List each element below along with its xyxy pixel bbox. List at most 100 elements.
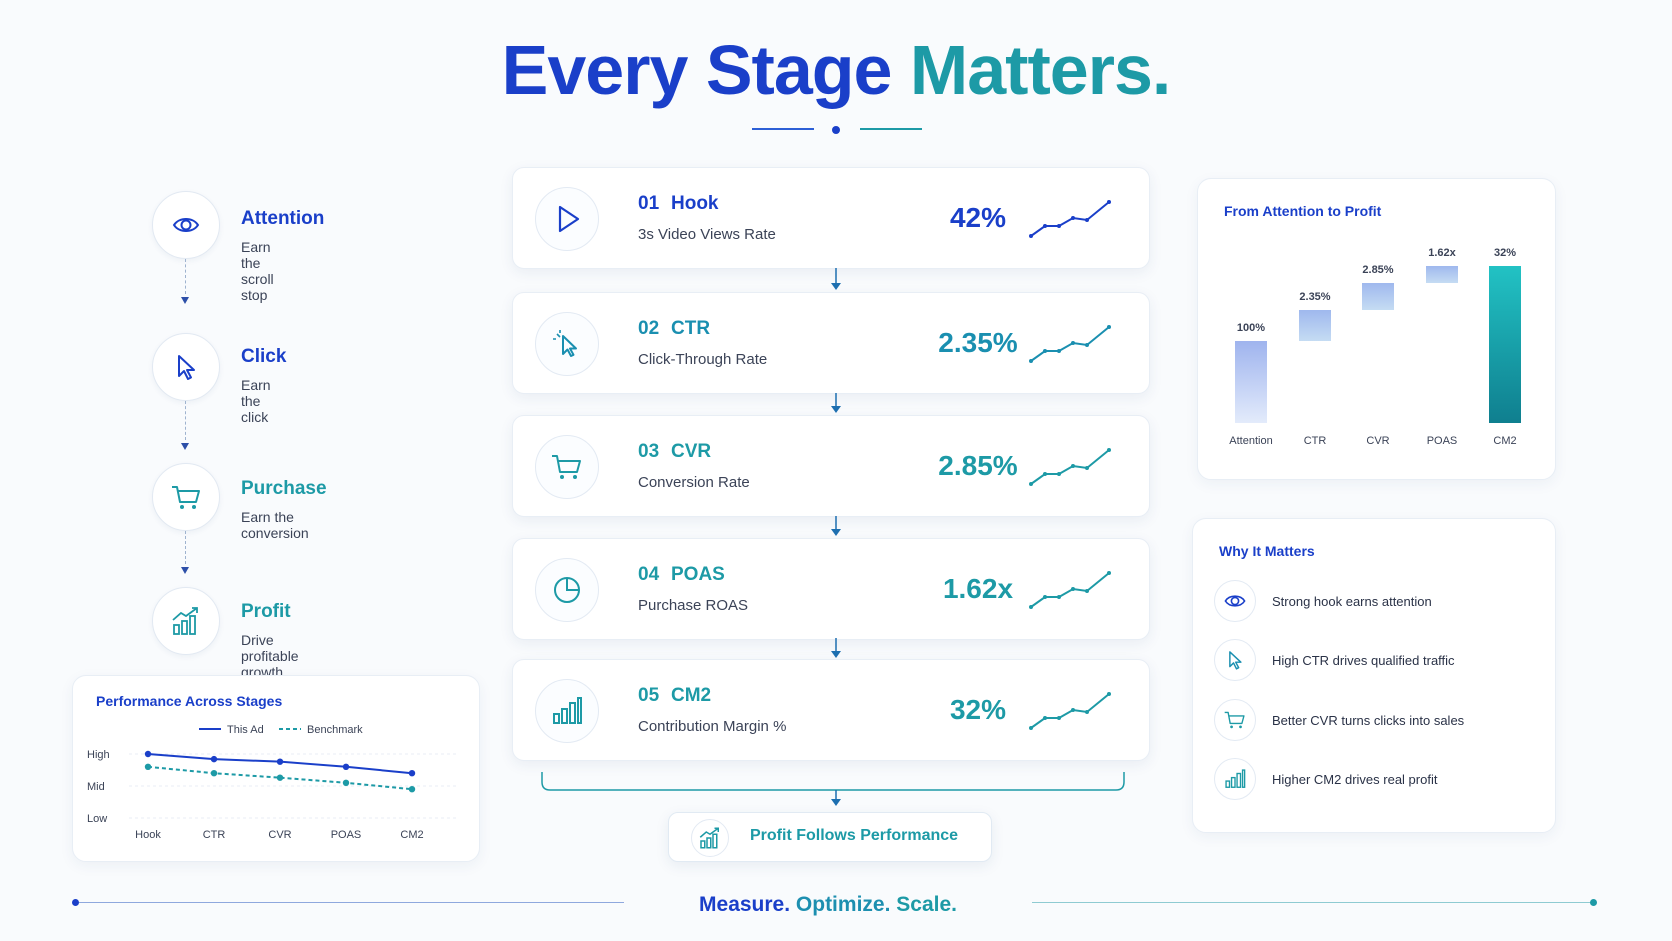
why-panel-title: Why It Matters xyxy=(1219,543,1315,559)
x-tick-label: CVR xyxy=(268,829,291,841)
bar-chart-icon xyxy=(553,697,582,724)
performance-grid xyxy=(129,753,458,819)
why-item-text: Higher CM2 drives real profit xyxy=(1272,771,1438,787)
sparkline-icon xyxy=(1029,448,1111,486)
stage-connector-arrow xyxy=(181,443,189,450)
metric-icon-wrap xyxy=(535,679,599,743)
title-divider-right xyxy=(860,128,922,130)
metric-name: CTR xyxy=(671,318,711,339)
cart-icon xyxy=(172,486,200,509)
metric-icon-wrap xyxy=(535,435,599,499)
cursor-click-icon xyxy=(553,330,577,357)
performance-legend: This Ad Benchmark xyxy=(199,724,363,736)
waterfall-bar xyxy=(1299,310,1331,341)
metric-name: CM2 xyxy=(671,685,712,706)
stage-attention-circle xyxy=(152,191,220,259)
waterfall-bar xyxy=(1489,266,1521,423)
metric-value: 1.62x xyxy=(942,573,1014,604)
why-item-text: High CTR drives qualified traffic xyxy=(1272,652,1455,668)
metric-subtitle: Click-Through Rate xyxy=(638,351,768,368)
bar-chart-icon xyxy=(1225,769,1246,788)
waterfall-data-label: 2.85% xyxy=(1362,264,1393,276)
metric-icon-wrap xyxy=(535,558,599,622)
flow-arrow xyxy=(831,638,841,658)
series-point xyxy=(408,786,416,793)
metric-card-ctr: 02 CTR Click-Through Rate 2.35% xyxy=(512,292,1150,394)
stage-click-circle xyxy=(152,333,220,401)
cursor-icon xyxy=(1229,651,1242,670)
x-tick-label: CTR xyxy=(203,829,226,841)
waterfall-bar xyxy=(1235,341,1267,423)
footer-line-right xyxy=(1032,902,1592,903)
why-icon-wrap xyxy=(1214,639,1256,681)
waterfall-category-label: Attention xyxy=(1229,435,1272,447)
waterfall-bars: 100% Attention 2.35% CTR 2.85% CVR 1.62x POAS 32… xyxy=(1229,247,1521,447)
footer-word-1: Measure. xyxy=(699,893,791,916)
waterfall-category-label: CVR xyxy=(1366,435,1389,447)
sparkline-icon xyxy=(1029,200,1111,238)
waterfall-chart: 100% Attention 2.35% CTR 2.85% CVR 1.62x POAS 32… xyxy=(1229,247,1521,447)
growth-chart-icon xyxy=(172,607,198,635)
y-tick-label: High xyxy=(87,749,110,761)
waterfall-panel: From Attention to Profit 100% Attention 2.… xyxy=(1197,178,1556,480)
waterfall-data-label: 32% xyxy=(1494,247,1516,259)
stage-subtitle: Earn the scroll stop xyxy=(241,239,274,303)
metric-number: 03 xyxy=(638,441,660,462)
eye-icon xyxy=(172,218,200,232)
cursor-icon xyxy=(178,355,195,380)
metric-subtitle: Contribution Margin % xyxy=(638,718,787,735)
waterfall-bar xyxy=(1426,266,1458,283)
footer-dot-left xyxy=(72,899,79,906)
cart-icon xyxy=(552,455,581,479)
stage-subtitle: Earn the click xyxy=(241,377,271,425)
waterfall-data-label: 100% xyxy=(1237,322,1265,334)
waterfall-category-label: CM2 xyxy=(1493,435,1516,447)
flow-arrow xyxy=(831,268,841,290)
metric-icon-wrap xyxy=(535,312,599,376)
stage-title: Attention xyxy=(241,208,325,229)
metric-number: 04 xyxy=(638,564,660,585)
flow-arrow xyxy=(831,393,841,413)
waterfall-panel-title: From Attention to Profit xyxy=(1224,203,1382,219)
series-point xyxy=(144,750,152,758)
series-point xyxy=(276,758,284,765)
profit-box-label: Profit Follows Performance xyxy=(750,827,959,844)
stage-title: Profit xyxy=(241,601,291,622)
metric-card-cvr: 03 CVR Conversion Rate 2.85% xyxy=(512,415,1150,517)
title-divider-left xyxy=(752,128,814,130)
pie-chart-icon xyxy=(554,577,580,603)
stage-connector xyxy=(185,401,186,440)
metric-name: CVR xyxy=(671,441,712,462)
series-point xyxy=(342,763,350,770)
stage-connector-arrow xyxy=(181,567,189,574)
title-part-2: Matters. xyxy=(909,31,1171,109)
title-part-1: Every Stage xyxy=(501,31,893,109)
performance-panel-title: Performance Across Stages xyxy=(96,693,283,709)
metric-number: 05 xyxy=(638,685,660,706)
summary-bracket xyxy=(541,772,1125,806)
metric-value: 2.85% xyxy=(938,450,1018,481)
why-icon-wrap xyxy=(1214,580,1256,622)
metric-value: 42% xyxy=(949,202,1007,233)
stage-subtitle: Earn the conversion xyxy=(241,509,309,541)
series-point xyxy=(210,770,218,777)
metric-number: 01 xyxy=(638,193,660,214)
footer-word-3: Scale. xyxy=(896,893,957,916)
y-tick-label: Mid xyxy=(87,781,105,793)
footer-line-left xyxy=(79,902,624,903)
series-line xyxy=(147,765,413,791)
waterfall-bar xyxy=(1362,283,1394,310)
sparkline-icon xyxy=(1029,692,1111,730)
footer-tagline: Measure. Optimize. Scale. xyxy=(624,893,1032,917)
cart-icon xyxy=(1224,711,1245,729)
waterfall-data-label: 2.35% xyxy=(1299,291,1330,303)
series-point xyxy=(210,755,218,763)
metric-name: Hook xyxy=(671,193,719,214)
series-point xyxy=(408,770,416,777)
profit-box-icon-wrap xyxy=(691,819,729,857)
series-point xyxy=(342,779,350,786)
x-tick-label: POAS xyxy=(331,829,362,841)
metric-value: 2.35% xyxy=(938,327,1018,358)
legend-label: This Ad xyxy=(227,724,264,736)
metric-card-hook: 01 Hook 3s Video Views Rate 42% xyxy=(512,167,1150,269)
